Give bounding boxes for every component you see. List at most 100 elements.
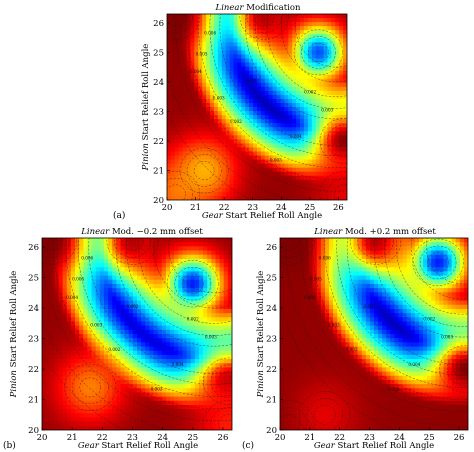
heatmap-cell xyxy=(79,296,84,302)
heatmap-cell xyxy=(198,400,204,406)
heatmap-cell xyxy=(182,417,188,423)
heatmap-cell xyxy=(186,238,192,243)
heatmap-cell xyxy=(316,258,322,264)
heatmap-cell xyxy=(87,292,93,298)
heatmap-cell xyxy=(227,313,232,318)
heatmap-cell xyxy=(95,321,101,327)
heatmap-cell xyxy=(178,46,184,51)
heatmap-cell xyxy=(145,425,150,430)
heatmap-cell xyxy=(221,115,227,120)
heatmap-cell xyxy=(120,246,126,252)
heatmap-cell xyxy=(327,70,332,76)
heatmap-cell xyxy=(320,321,326,327)
heatmap-cell xyxy=(120,313,126,318)
heatmap-cell xyxy=(124,400,130,406)
heatmap-cell xyxy=(178,354,184,360)
heatmap-cell xyxy=(331,111,336,116)
heatmap-cell xyxy=(227,367,232,373)
heatmap-cell xyxy=(211,354,217,360)
heatmap-cell xyxy=(145,379,150,385)
heatmap-cell xyxy=(264,147,270,153)
heatmap-cell xyxy=(324,275,330,281)
heatmap-cell xyxy=(91,388,97,394)
heatmap-cell xyxy=(145,308,150,314)
heatmap-cell xyxy=(128,388,134,394)
heatmap-cell xyxy=(170,38,176,43)
heatmap-cell xyxy=(296,115,301,120)
heatmap-cell xyxy=(253,82,258,88)
heatmap-cell xyxy=(190,300,196,306)
heatmap-cell xyxy=(288,400,293,406)
heatmap-cell xyxy=(303,22,309,27)
heatmap-cell xyxy=(58,346,64,352)
heatmap-cell xyxy=(178,34,184,39)
heatmap-cell xyxy=(203,413,208,419)
heatmap-cell xyxy=(170,238,175,243)
heatmap-cell xyxy=(108,338,113,343)
heatmap-cell xyxy=(300,417,306,423)
heatmap-cell xyxy=(241,139,246,144)
heatmap-cell xyxy=(174,292,179,298)
heatmap-cell xyxy=(46,346,51,352)
heatmap-cell xyxy=(327,143,332,149)
heatmap-cell xyxy=(157,321,163,327)
heatmap-cell xyxy=(288,62,293,68)
heatmap-cell xyxy=(296,396,302,402)
heatmap-cell xyxy=(308,388,314,394)
heatmap-cell xyxy=(149,396,155,402)
heatmap-cell xyxy=(202,179,207,185)
heatmap-cell xyxy=(300,363,306,368)
heatmap-cell xyxy=(280,66,285,72)
heatmap-cell xyxy=(149,283,155,289)
heatmap-cell xyxy=(83,296,89,302)
heatmap-cell xyxy=(120,250,126,256)
panel-b-ylabel: Pinion Start Relief Roll Angle xyxy=(9,271,19,399)
heatmap-cell xyxy=(280,107,285,112)
heatmap-cell xyxy=(219,296,225,302)
heatmap-cell xyxy=(284,275,289,281)
heatmap-cell xyxy=(161,396,167,402)
heatmap-cell xyxy=(174,392,179,398)
heatmap-cell xyxy=(190,296,196,302)
heatmap-cell xyxy=(227,350,232,356)
heatmap-cell xyxy=(112,413,117,419)
x-tick-label: 23 xyxy=(127,433,138,443)
heatmap-cell xyxy=(280,342,285,348)
heatmap-cell xyxy=(167,195,172,200)
heatmap-cell xyxy=(174,388,179,394)
heatmap-cell xyxy=(116,400,122,406)
heatmap-cell xyxy=(120,321,126,327)
x-tick-label: 24 xyxy=(157,433,168,443)
heatmap-cell xyxy=(288,42,293,47)
heatmap-cell xyxy=(79,317,84,323)
heatmap-cell xyxy=(304,417,310,423)
heatmap-cell xyxy=(210,42,215,47)
heatmap-cell xyxy=(178,396,184,402)
heatmap-cell xyxy=(229,46,235,51)
heatmap-cell xyxy=(288,155,293,161)
heatmap-cell xyxy=(210,127,215,132)
heatmap-cell xyxy=(311,111,317,116)
heatmap-cell xyxy=(103,367,109,373)
heatmap-cell xyxy=(46,409,51,414)
heatmap-cell xyxy=(182,183,188,189)
y-tick-label: 23 xyxy=(28,335,39,345)
heatmap-cell xyxy=(288,242,293,247)
heatmap-cell xyxy=(288,159,293,165)
heatmap-cell xyxy=(213,26,219,31)
heatmap-cell xyxy=(331,54,336,60)
contour-label: 0.002 xyxy=(187,316,199,321)
heatmap-cell xyxy=(221,179,227,185)
heatmap-cell xyxy=(292,271,297,277)
heatmap-cell xyxy=(178,171,184,177)
heatmap-cell xyxy=(323,86,329,92)
heatmap-cell xyxy=(303,143,309,149)
heatmap-cell xyxy=(280,78,285,84)
heatmap-cell xyxy=(253,26,258,31)
heatmap-cell xyxy=(161,346,167,352)
heatmap-cell xyxy=(268,94,274,100)
heatmap-cell xyxy=(217,26,223,31)
heatmap-cell xyxy=(343,22,347,27)
heatmap-cell xyxy=(219,354,225,360)
heatmap-cell xyxy=(268,46,274,51)
